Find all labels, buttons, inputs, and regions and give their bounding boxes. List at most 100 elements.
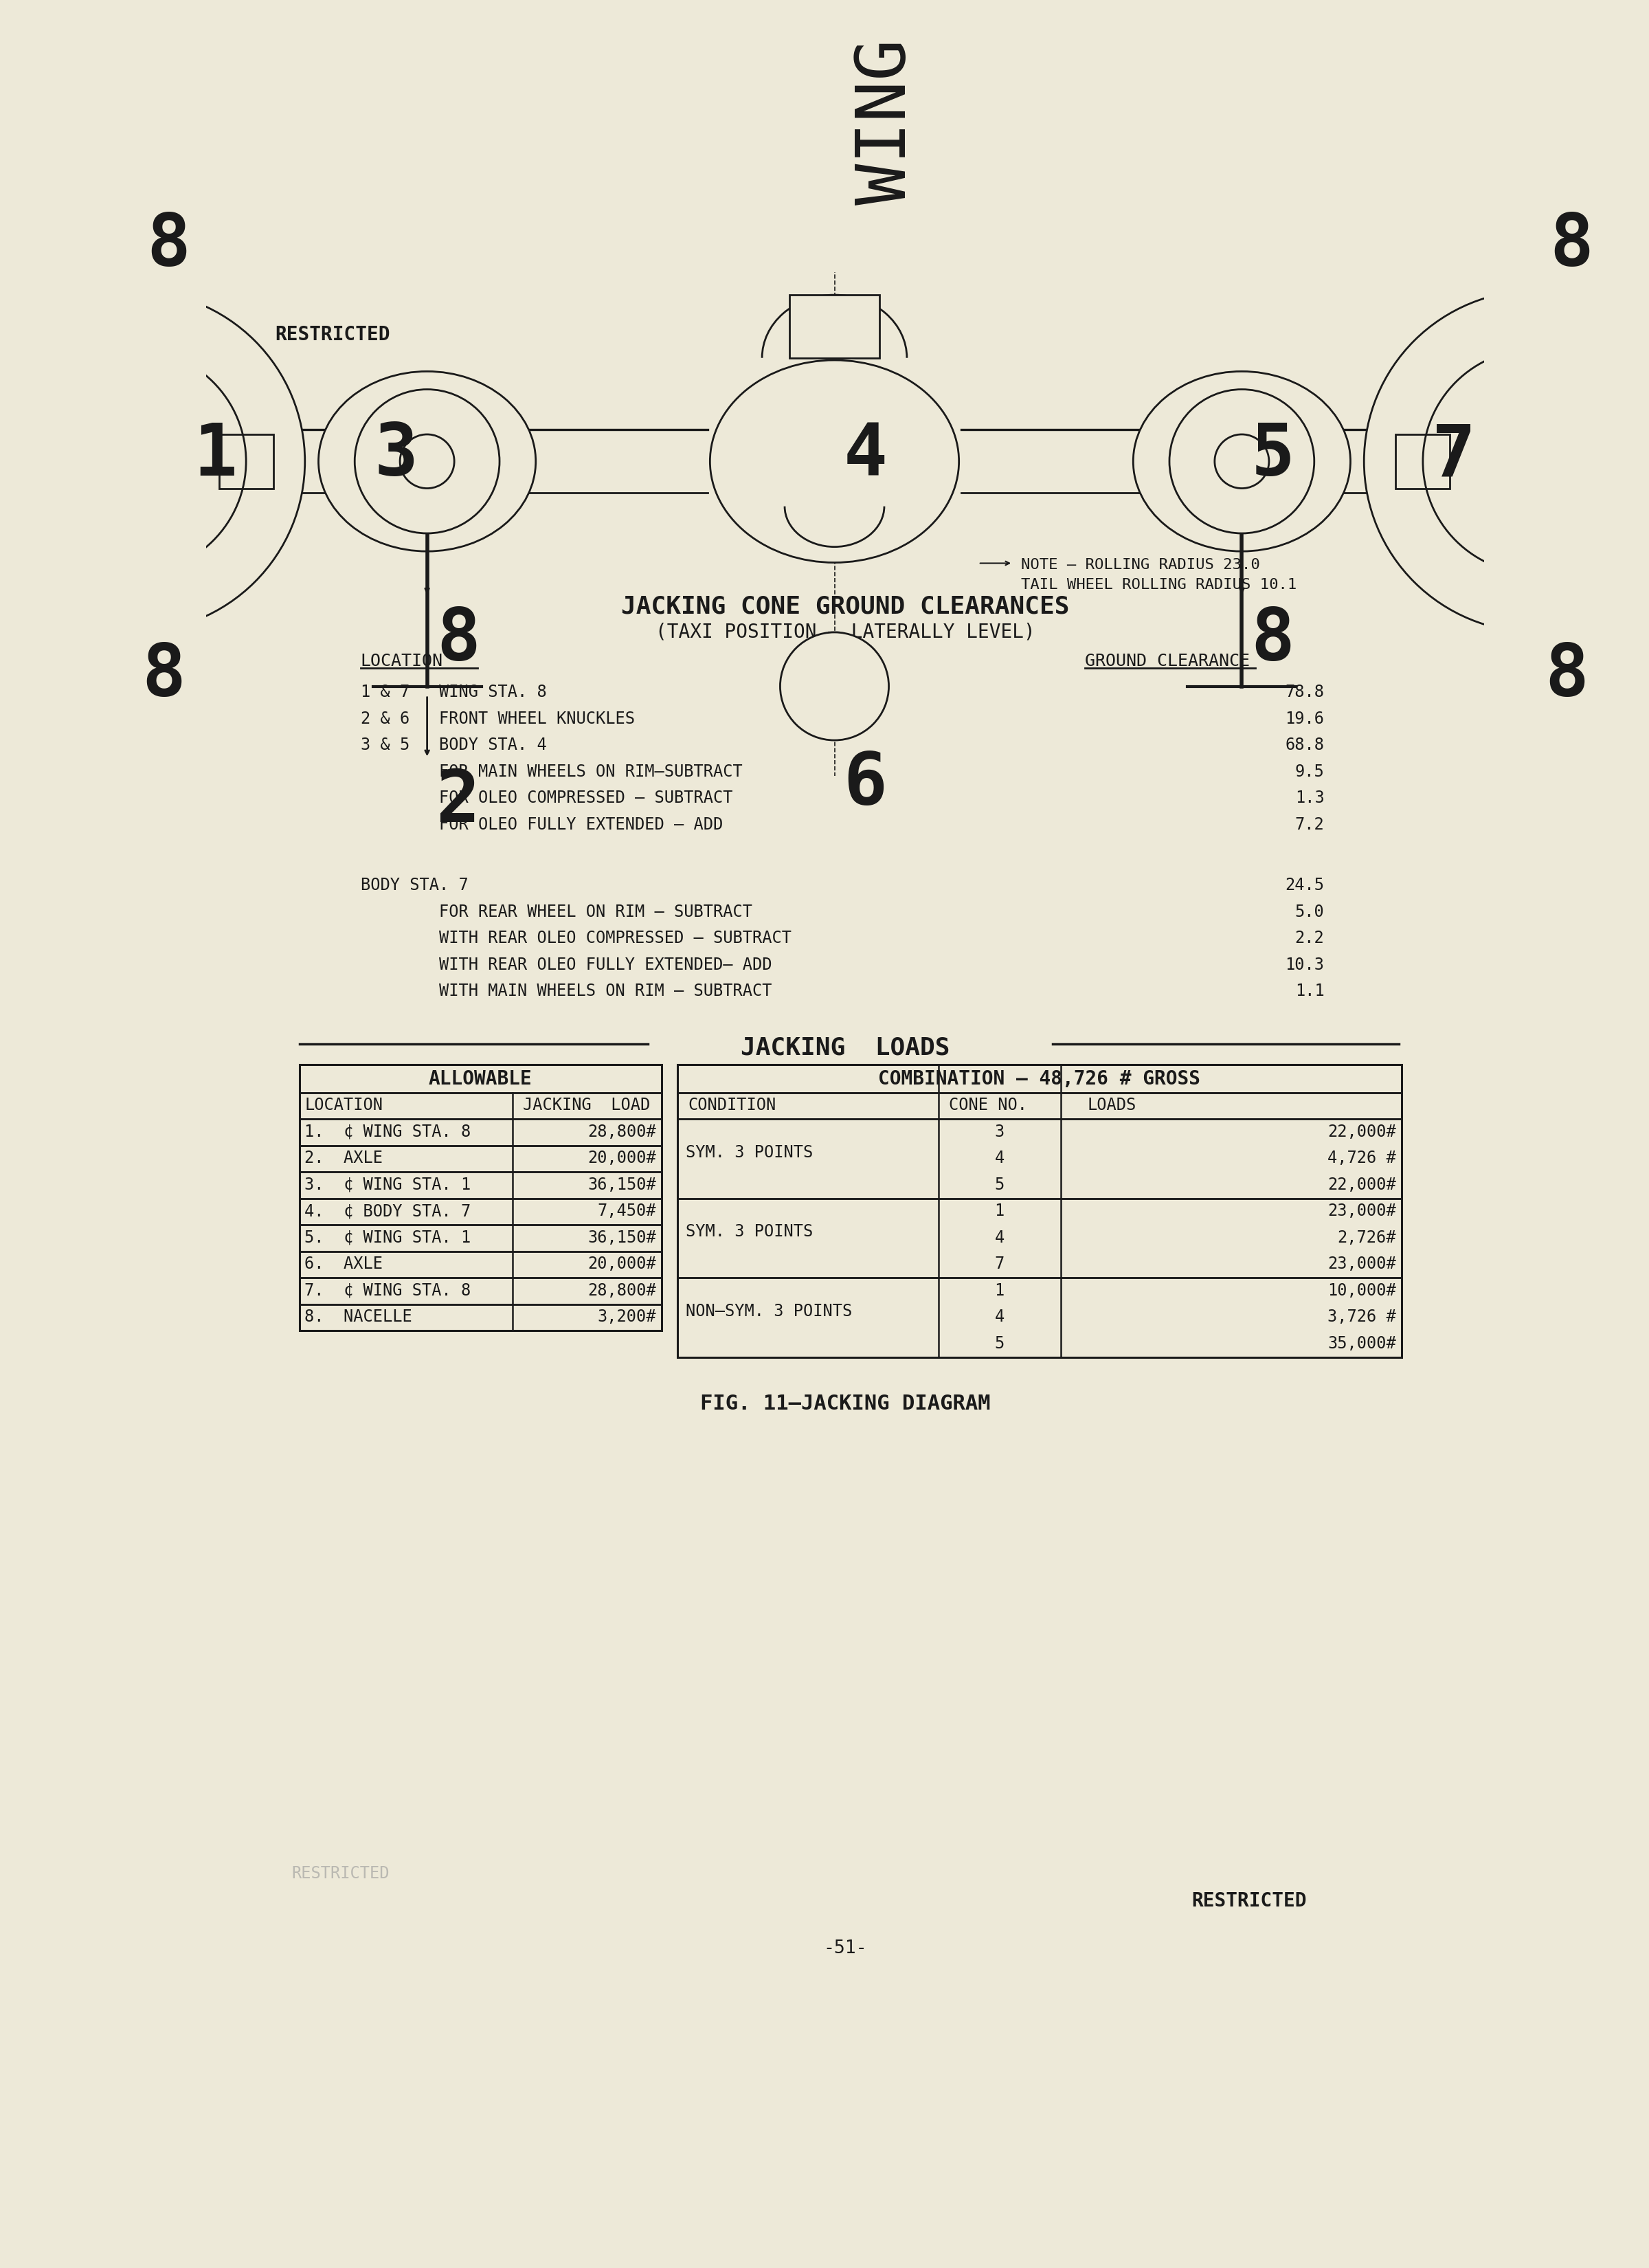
- Text: 3: 3: [374, 422, 419, 490]
- Text: 2 & 6   FRONT WHEEL KNUCKLES: 2 & 6 FRONT WHEEL KNUCKLES: [361, 710, 635, 726]
- Bar: [678, 1118, 1402, 1198]
- Text: 22,000#: 22,000#: [1327, 1123, 1397, 1141]
- Text: 2.2: 2.2: [1294, 930, 1324, 946]
- Text: LOADS: LOADS: [1087, 1098, 1136, 1114]
- Text: 2.  AXLE: 2. AXLE: [305, 1150, 383, 1166]
- Text: FIG. 11—JACKING DIAGRAM: FIG. 11—JACKING DIAGRAM: [699, 1395, 991, 1413]
- Text: 23,000#: 23,000#: [1327, 1202, 1397, 1220]
- Bar: [678, 1066, 1402, 1093]
- Bar: [300, 1198, 661, 1225]
- Bar: [790, 295, 879, 358]
- Circle shape: [1364, 290, 1649, 633]
- Text: -51-: -51-: [823, 1939, 867, 1957]
- Text: 8: 8: [1252, 606, 1294, 676]
- Text: (TAXI POSITION — LATERALLY LEVEL): (TAXI POSITION — LATERALLY LEVEL): [655, 621, 1036, 642]
- Text: 1.3: 1.3: [1294, 789, 1324, 805]
- Text: 2: 2: [435, 767, 480, 837]
- Circle shape: [1215, 435, 1270, 488]
- Bar: [300, 1118, 661, 1145]
- Bar: [678, 1198, 1402, 1277]
- Bar: [300, 1093, 661, 1118]
- Circle shape: [1169, 390, 1314, 533]
- Circle shape: [87, 417, 178, 506]
- Bar: [300, 1225, 661, 1252]
- Text: 1.  ¢ WING STA. 8: 1. ¢ WING STA. 8: [305, 1123, 472, 1141]
- Text: FOR MAIN WHEELS ON RIM—SUBTRACT: FOR MAIN WHEELS ON RIM—SUBTRACT: [361, 764, 742, 780]
- Circle shape: [0, 290, 305, 633]
- Text: 9.5: 9.5: [1294, 764, 1324, 780]
- Bar: [1395, 435, 1449, 488]
- Text: COMBINATION — 48,726 # GROSS: COMBINATION — 48,726 # GROSS: [879, 1068, 1200, 1089]
- Text: 4: 4: [994, 1229, 1004, 1245]
- Text: WITH MAIN WHEELS ON RIM — SUBTRACT: WITH MAIN WHEELS ON RIM — SUBTRACT: [361, 982, 772, 1000]
- Text: 23,000#: 23,000#: [1327, 1256, 1397, 1272]
- Ellipse shape: [1133, 372, 1351, 551]
- Text: FOR OLEO COMPRESSED — SUBTRACT: FOR OLEO COMPRESSED — SUBTRACT: [361, 789, 732, 805]
- Text: GROUND CLEARANCE: GROUND CLEARANCE: [1085, 653, 1250, 669]
- Circle shape: [1423, 349, 1649, 574]
- Bar: [300, 1304, 661, 1331]
- Text: 7: 7: [1431, 422, 1476, 490]
- Text: 36,150#: 36,150#: [587, 1177, 656, 1193]
- Text: 20,000#: 20,000#: [587, 1150, 656, 1166]
- Text: CONDITION: CONDITION: [688, 1098, 777, 1114]
- Text: 4.  ¢ BODY STA. 7: 4. ¢ BODY STA. 7: [305, 1202, 472, 1220]
- Text: 3 & 5   BODY STA. 4: 3 & 5 BODY STA. 4: [361, 737, 546, 753]
- Text: 24.5: 24.5: [1285, 878, 1324, 894]
- Text: ALLOWABLE: ALLOWABLE: [429, 1068, 533, 1089]
- Text: 7,450#: 7,450#: [597, 1202, 656, 1220]
- Text: RESTRICTED: RESTRICTED: [275, 324, 391, 345]
- Text: 5: 5: [1252, 422, 1294, 490]
- Text: LOCATION: LOCATION: [305, 1098, 383, 1114]
- Text: WING STA. 1: WING STA. 1: [853, 0, 920, 204]
- Text: WITH REAR OLEO COMPRESSED — SUBTRACT: WITH REAR OLEO COMPRESSED — SUBTRACT: [361, 930, 792, 946]
- Text: 10,000#: 10,000#: [1327, 1281, 1397, 1300]
- Text: 8: 8: [147, 211, 191, 281]
- Ellipse shape: [711, 361, 960, 562]
- Text: WITH REAR OLEO FULLY EXTENDED— ADD: WITH REAR OLEO FULLY EXTENDED— ADD: [361, 957, 772, 973]
- Text: NON–SYM. 3 POINTS: NON–SYM. 3 POINTS: [686, 1302, 853, 1320]
- Text: 10.3: 10.3: [1285, 957, 1324, 973]
- Text: CONE NO.: CONE NO.: [948, 1098, 1027, 1114]
- Circle shape: [401, 435, 453, 488]
- Text: 3: 3: [994, 1123, 1004, 1141]
- Text: 4: 4: [994, 1309, 1004, 1325]
- Ellipse shape: [318, 372, 536, 551]
- Text: 2,726#: 2,726#: [1337, 1229, 1397, 1245]
- Text: RESTRICTED: RESTRICTED: [292, 1864, 389, 1882]
- Text: JACKING  LOAD: JACKING LOAD: [523, 1098, 650, 1114]
- Bar: [300, 1145, 661, 1173]
- Text: 4,726 #: 4,726 #: [1327, 1150, 1397, 1166]
- Bar: [300, 1066, 661, 1331]
- Text: 3,726 #: 3,726 #: [1327, 1309, 1397, 1325]
- Text: 6: 6: [844, 748, 887, 819]
- Text: 3,200#: 3,200#: [597, 1309, 656, 1325]
- Text: 6.  AXLE: 6. AXLE: [305, 1256, 383, 1272]
- Text: 3.  ¢ WING STA. 1: 3. ¢ WING STA. 1: [305, 1177, 472, 1193]
- Text: 1.1: 1.1: [1294, 982, 1324, 1000]
- Text: 19.6: 19.6: [1285, 710, 1324, 726]
- Text: FOR OLEO FULLY EXTENDED — ADD: FOR OLEO FULLY EXTENDED — ADD: [361, 816, 722, 832]
- Text: 1: 1: [994, 1202, 1004, 1220]
- Text: LOCATION: LOCATION: [361, 653, 444, 669]
- Text: 1: 1: [994, 1281, 1004, 1300]
- Text: 35,000#: 35,000#: [1327, 1336, 1397, 1352]
- Text: TAIL WHEEL ROLLING RADIUS 10.1: TAIL WHEEL ROLLING RADIUS 10.1: [1021, 578, 1296, 592]
- Text: 5.0: 5.0: [1294, 903, 1324, 921]
- Text: 4: 4: [844, 422, 887, 490]
- Text: 8.  NACELLE: 8. NACELLE: [305, 1309, 412, 1325]
- Text: 78.8: 78.8: [1285, 685, 1324, 701]
- Bar: [678, 1093, 1402, 1118]
- Bar: [300, 1277, 661, 1304]
- Text: 28,800#: 28,800#: [587, 1281, 656, 1300]
- Text: 8: 8: [1550, 211, 1593, 281]
- Text: 22,000#: 22,000#: [1327, 1177, 1397, 1193]
- Text: 5: 5: [994, 1177, 1004, 1193]
- Text: BODY STA. 7: BODY STA. 7: [361, 878, 468, 894]
- Circle shape: [355, 390, 500, 533]
- Text: 7.  ¢ WING STA. 8: 7. ¢ WING STA. 8: [305, 1281, 472, 1300]
- Text: 8: 8: [142, 642, 186, 712]
- Text: JACKING CONE GROUND CLEARANCES: JACKING CONE GROUND CLEARANCES: [622, 594, 1069, 619]
- Text: NOTE — ROLLING RADIUS 23.0: NOTE — ROLLING RADIUS 23.0: [1021, 558, 1260, 572]
- Text: 4: 4: [994, 1150, 1004, 1166]
